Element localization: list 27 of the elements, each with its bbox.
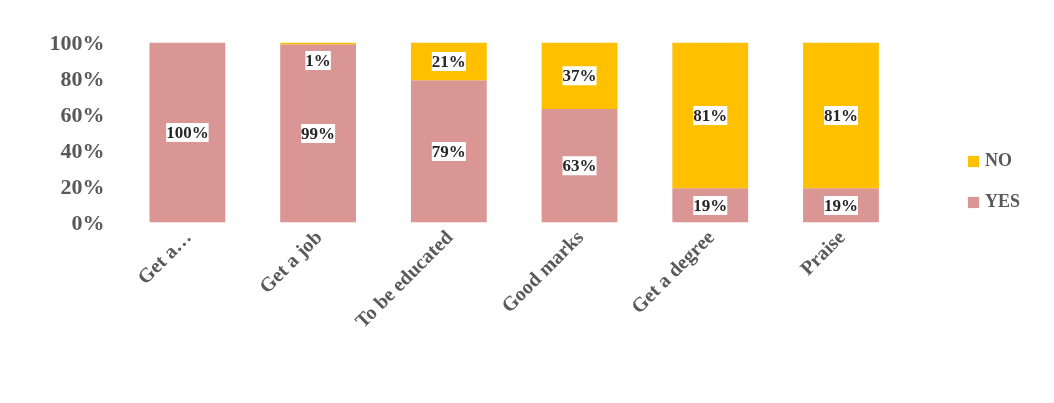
data-label: 100%: [166, 123, 209, 142]
data-label: 79%: [431, 141, 466, 161]
data-label: 19%: [693, 195, 728, 215]
y-tick-label: 100%: [49, 30, 105, 55]
x-tick-label: Get a job: [254, 225, 327, 298]
x-tick-label: Get a…: [132, 225, 196, 289]
data-label: 81%: [693, 105, 728, 125]
bar: [280, 44, 357, 223]
legend-label: YES: [984, 191, 1020, 212]
data-label: 1%: [305, 51, 331, 70]
data-label: 19%: [823, 195, 858, 215]
y-tick-label: 0%: [71, 210, 105, 235]
legend-label: NO: [984, 150, 1012, 171]
bar: [410, 80, 487, 223]
bar: [803, 42, 879, 189]
data-label: 21%: [431, 51, 466, 71]
data-label: 81%: [823, 105, 858, 125]
data-label: 99%: [301, 123, 336, 143]
data-label: 37%: [562, 66, 597, 86]
bar: [541, 109, 618, 223]
y-tick-label: 20%: [60, 174, 105, 199]
y-tick-label: 60%: [60, 102, 105, 127]
y-tick-label: 40%: [60, 138, 105, 163]
y-tick-label: 80%: [60, 66, 105, 91]
bar: [672, 42, 749, 189]
bar: [149, 42, 226, 223]
data-label: 63%: [562, 156, 597, 176]
